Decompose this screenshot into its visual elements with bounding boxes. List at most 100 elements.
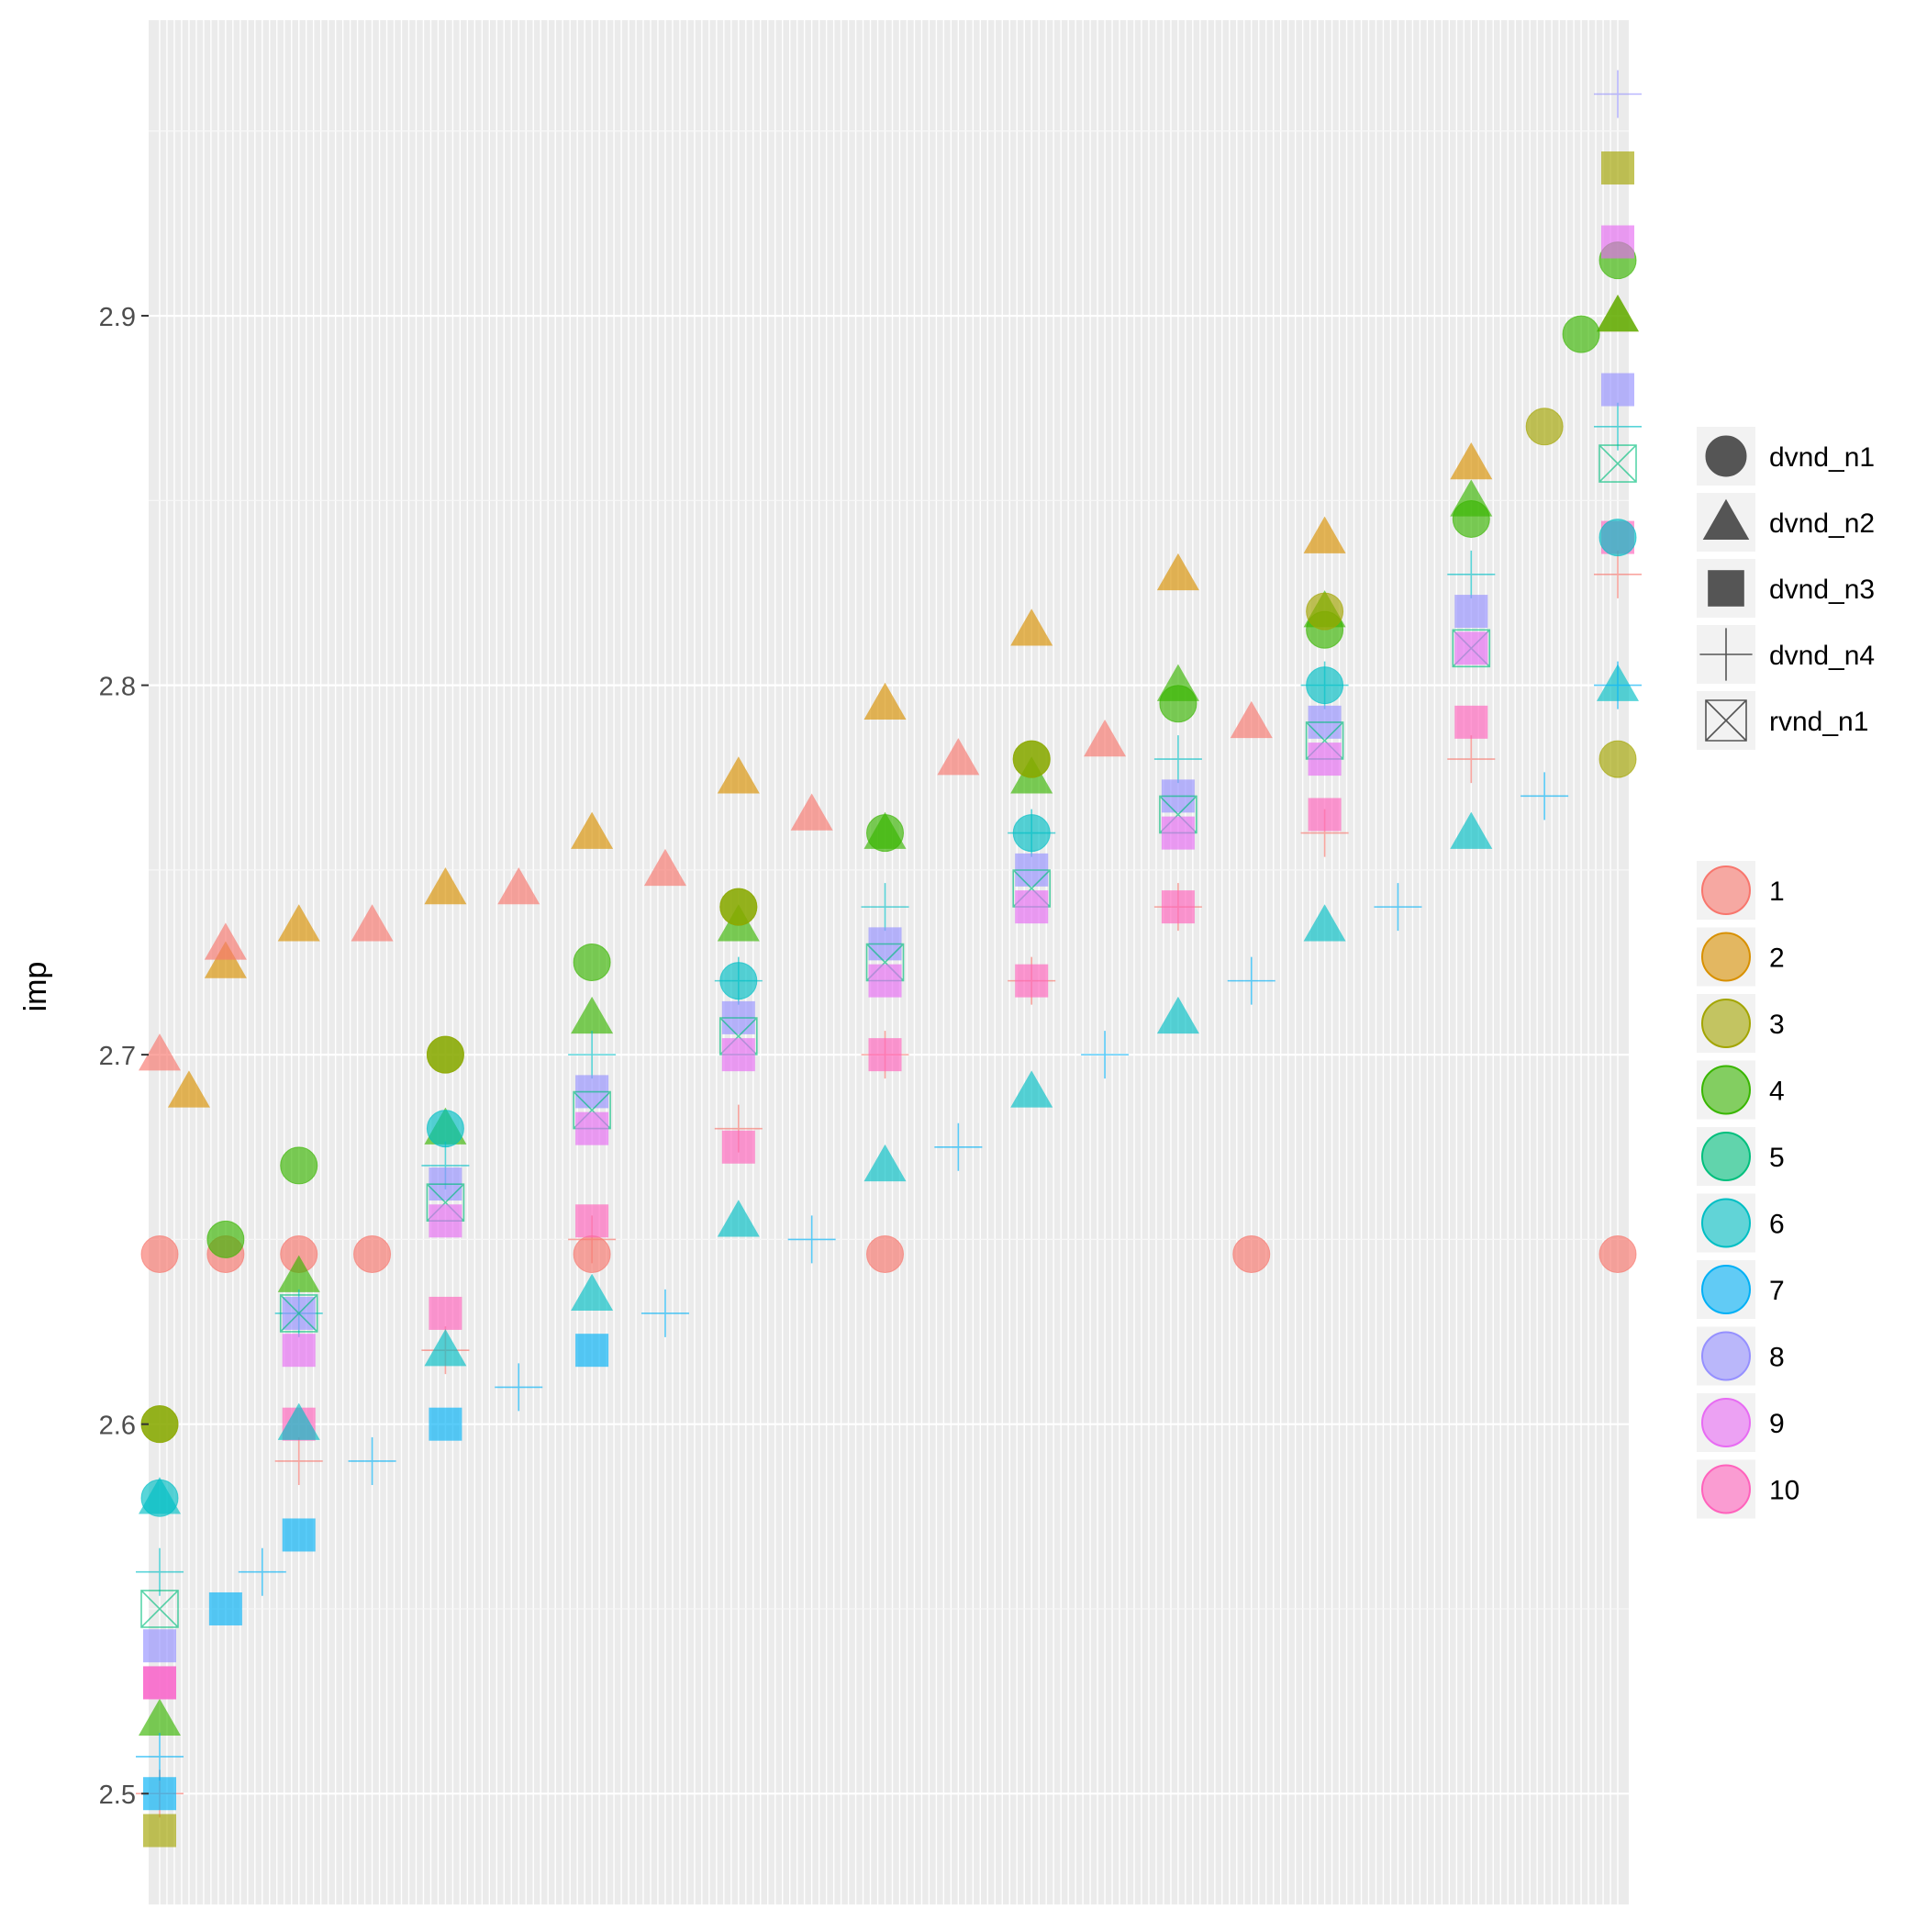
data-point [1232, 1235, 1271, 1274]
data-point [274, 1436, 323, 1485]
data-point [575, 1204, 609, 1238]
legend-color-icon [1701, 1198, 1751, 1248]
data-point [429, 1296, 462, 1330]
data-point [238, 1547, 286, 1596]
data-point [139, 1033, 181, 1071]
legend-color-icon [1701, 1265, 1751, 1314]
series-square [143, 1334, 609, 1811]
data-point [1010, 1070, 1053, 1108]
data-point [424, 866, 467, 905]
y-tick-label: 2.5 [99, 1781, 136, 1810]
legend-color-label: 3 [1769, 1010, 1785, 1040]
data-point [1601, 225, 1634, 259]
data-point [1594, 661, 1642, 709]
legend-shape-label: dvnd_n4 [1769, 641, 1875, 671]
data-point [1450, 479, 1493, 517]
series-plus [1594, 70, 1642, 118]
legend-shape-label: dvnd_n3 [1769, 575, 1875, 605]
data-point [1306, 666, 1344, 705]
data-point [1598, 740, 1637, 778]
data-point [863, 1144, 907, 1182]
data-point [1598, 444, 1637, 483]
y-tick-label: 2.7 [99, 1042, 136, 1071]
data-point [204, 922, 247, 960]
data-point [861, 883, 909, 932]
series-triangle [139, 700, 1273, 1071]
data-point [204, 941, 247, 978]
data-point [1525, 408, 1564, 446]
data-point [348, 1436, 396, 1485]
y-axis-label: imp [18, 962, 53, 1012]
data-point [208, 1591, 242, 1625]
data-point [167, 1070, 210, 1108]
data-point [1156, 664, 1199, 701]
data-point [351, 904, 394, 942]
data-point [1594, 70, 1642, 118]
series-circle [140, 519, 1637, 1517]
data-point [1454, 631, 1488, 665]
legend-color-label: 2 [1769, 944, 1785, 974]
legend-color-icon [1701, 1398, 1751, 1447]
data-point [1562, 315, 1600, 353]
data-point [868, 1038, 902, 1072]
data-point [1450, 811, 1493, 849]
series-square [143, 151, 1634, 1848]
data-point [719, 888, 758, 926]
legend-color-icon [1701, 999, 1751, 1048]
data-point [426, 1110, 464, 1148]
data-point [139, 1698, 181, 1736]
legend-color-icon [1701, 865, 1751, 915]
data-point [1598, 519, 1637, 557]
legend-color-label: 6 [1769, 1210, 1785, 1240]
data-point [424, 1329, 467, 1367]
data-point [717, 1200, 760, 1237]
data-point [1227, 956, 1275, 1005]
legend-square-icon [1708, 570, 1744, 607]
y-tick-label: 2.9 [99, 303, 136, 332]
data-point [571, 1273, 614, 1312]
data-point [1015, 964, 1049, 998]
data-point [143, 1629, 176, 1663]
legend-boxcross-icon [1705, 699, 1747, 742]
color-legend: 1 2 3 4 5 6 7 8 9 10 [1697, 861, 1799, 1519]
data-point [863, 682, 907, 720]
legend-plus-icon [1699, 628, 1753, 681]
data-point [1308, 798, 1342, 832]
data-point [866, 1235, 905, 1274]
legend-color-icon [1701, 1464, 1751, 1514]
data-point [721, 1130, 755, 1164]
data-point [575, 1334, 609, 1368]
data-point [1084, 719, 1127, 757]
data-point [1012, 740, 1051, 778]
legend-color-icon [1701, 1065, 1751, 1115]
data-point [282, 1518, 316, 1552]
legend-shape-label: rvnd_n1 [1769, 707, 1868, 737]
data-point [787, 1215, 836, 1264]
legend-color-icon [1701, 1132, 1751, 1181]
data-point [497, 866, 540, 905]
data-point [1601, 151, 1634, 185]
data-point [1230, 700, 1273, 739]
data-point [717, 756, 760, 794]
data-point [1303, 904, 1346, 942]
data-point [429, 1204, 462, 1238]
data-point [575, 1111, 609, 1145]
data-point [429, 1407, 462, 1441]
data-point [571, 811, 614, 849]
data-point [140, 1235, 179, 1274]
legend-color-label: 9 [1769, 1409, 1785, 1439]
data-point [719, 962, 758, 1000]
data-point [282, 1334, 316, 1368]
data-point [277, 1402, 320, 1440]
data-point [721, 1038, 755, 1072]
legend-color-label: 5 [1769, 1143, 1785, 1173]
legend-color-label: 7 [1769, 1276, 1785, 1306]
data-point [1010, 609, 1053, 646]
data-point [937, 738, 980, 776]
data-point [277, 1255, 320, 1292]
legend-color-label: 1 [1769, 877, 1785, 907]
data-point [426, 1035, 464, 1074]
data-point [1598, 1235, 1637, 1274]
legend-color-icon [1701, 932, 1751, 982]
